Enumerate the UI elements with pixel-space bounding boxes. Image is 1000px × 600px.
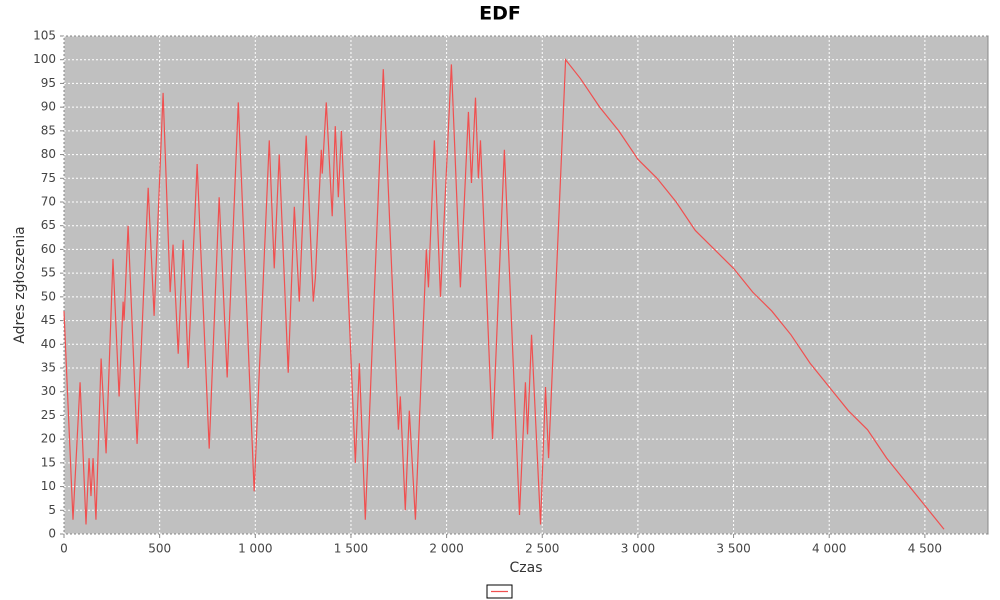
y-tick-label: 100 <box>33 52 56 66</box>
x-tick-label: 2 500 <box>525 542 559 556</box>
x-axis-label: Czas <box>510 560 543 576</box>
y-tick-label: 90 <box>41 100 56 114</box>
x-tick-label: 4 500 <box>908 542 942 556</box>
y-tick-label: 75 <box>41 171 56 185</box>
x-tick-label: 3 500 <box>716 542 750 556</box>
y-tick-label: 5 <box>48 503 56 517</box>
y-axis-label: Adres zgłoszenia <box>12 226 28 343</box>
y-tick-label: 55 <box>41 266 56 280</box>
x-tick-label: 2 000 <box>429 542 463 556</box>
x-tick-label: 1 000 <box>238 542 272 556</box>
chart-title: EDF <box>479 3 521 25</box>
data-line <box>63 58 945 530</box>
y-tick-label: 40 <box>41 337 56 351</box>
y-tick-label: 45 <box>41 313 56 327</box>
y-tick-label: 60 <box>41 242 56 256</box>
plot-area <box>63 35 989 535</box>
y-tick-label: 70 <box>41 195 56 209</box>
y-tick-label: 25 <box>41 408 56 422</box>
y-tick-label: 20 <box>41 432 56 446</box>
y-tick-label: 30 <box>41 384 56 398</box>
y-tick-label: 65 <box>41 218 56 232</box>
x-tick-label: 3 000 <box>621 542 655 556</box>
y-tick-label: 85 <box>41 123 56 137</box>
x-tick-label: 1 500 <box>334 542 368 556</box>
y-tick-label: 0 <box>48 527 56 541</box>
y-tick-label: 105 <box>33 29 56 43</box>
y-tick-label: 35 <box>41 361 56 375</box>
y-tick-label: 80 <box>41 147 56 161</box>
y-tick-label: 95 <box>41 76 56 90</box>
y-tick-label: 10 <box>41 479 56 493</box>
x-tick-label: 500 <box>148 542 171 556</box>
y-tick-label: 50 <box>41 289 56 303</box>
x-tick-label: 4 000 <box>812 542 846 556</box>
x-tick-label: 0 <box>60 542 68 556</box>
y-tick-label: 15 <box>41 455 56 469</box>
